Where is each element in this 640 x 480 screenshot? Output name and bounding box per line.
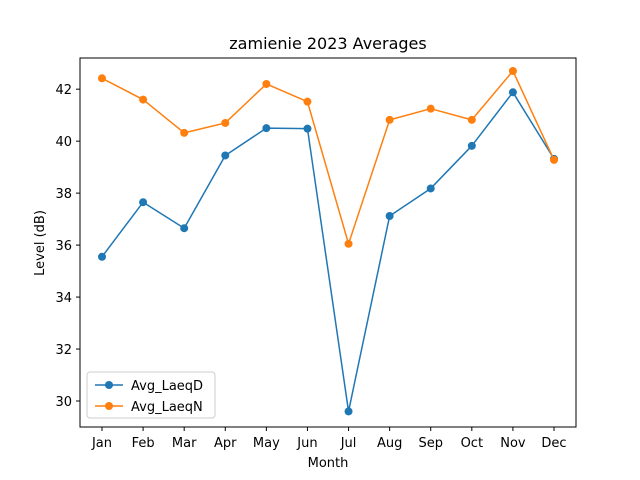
series-line-Avg_LaeqN bbox=[100, 70, 555, 245]
data-point-Avg_LaeqD-Apr bbox=[221, 151, 230, 160]
data-point-Avg_LaeqN-Sep bbox=[426, 104, 435, 113]
x-tick-label-Apr: Apr bbox=[214, 436, 237, 451]
data-point-Avg_LaeqD-Jan bbox=[98, 252, 106, 261]
y-tick-label-42: 42 bbox=[55, 83, 72, 98]
data-point-Avg_LaeqN-Dec bbox=[550, 155, 558, 164]
data-point-Avg_LaeqN-Aug bbox=[385, 115, 394, 124]
data-point-Avg_LaeqD-Aug bbox=[385, 211, 394, 220]
y-tick-label-36: 36 bbox=[55, 239, 72, 254]
data-point-Avg_LaeqD-Feb bbox=[139, 198, 148, 207]
data-point-Avg_LaeqD-Jul bbox=[344, 407, 353, 416]
data-point-Avg_LaeqD-Jun bbox=[303, 124, 312, 133]
y-tick-label-40: 40 bbox=[55, 135, 72, 150]
x-tick-label-Mar: Mar bbox=[172, 436, 197, 451]
data-point-Avg_LaeqD-Oct bbox=[467, 141, 476, 150]
data-point-Avg_LaeqN-Jun bbox=[303, 97, 312, 106]
x-tick-label-Aug: Aug bbox=[377, 436, 402, 451]
data-point-Avg_LaeqD-Sep bbox=[426, 184, 435, 193]
y-tick-label-38: 38 bbox=[55, 187, 72, 202]
data-point-Avg_LaeqN-Mar bbox=[180, 128, 189, 137]
x-axis-label: Month bbox=[308, 456, 349, 471]
data-point-Avg_LaeqD-Nov bbox=[508, 88, 517, 97]
legend: Avg_LaeqD Avg_LaeqN bbox=[86, 371, 216, 419]
y-axis-label: Level (dB) bbox=[33, 210, 48, 276]
x-tick-label-Sep: Sep bbox=[418, 436, 443, 451]
x-tick-label-Dec: Dec bbox=[541, 436, 566, 451]
data-point-Avg_LaeqN-Apr bbox=[221, 118, 230, 127]
data-point-Avg_LaeqN-Feb bbox=[139, 95, 148, 104]
plot-area: Jan Feb Mar Apr May Jun Jul Aug Sep Oct Nov Dec 30 32… bbox=[55, 57, 577, 451]
legend-marker-Avg_LaeqD bbox=[105, 381, 113, 389]
legend-label-Avg_LaeqD: Avg_LaeqD bbox=[131, 379, 203, 394]
x-tick-label-Jul: Jul bbox=[340, 436, 357, 451]
y-tick-label-34: 34 bbox=[55, 291, 72, 306]
legend-label-Avg_LaeqN: Avg_LaeqN bbox=[131, 400, 203, 415]
data-point-Avg_LaeqN-Jul bbox=[344, 239, 353, 248]
data-point-Avg_LaeqN-Nov bbox=[508, 66, 517, 75]
y-tick-label-30: 30 bbox=[55, 395, 72, 410]
axes-frame bbox=[79, 57, 577, 428]
x-tick-label-Oct: Oct bbox=[461, 436, 483, 451]
x-tick-label-May: May bbox=[253, 436, 280, 451]
x-tick-label-Nov: Nov bbox=[500, 436, 526, 451]
x-tick-label-Jan: Jan bbox=[91, 436, 112, 451]
data-point-Avg_LaeqN-Jan bbox=[98, 74, 106, 83]
data-point-Avg_LaeqN-May bbox=[262, 79, 271, 88]
data-point-Avg_LaeqD-May bbox=[262, 124, 271, 133]
legend-marker-Avg_LaeqN bbox=[105, 402, 113, 410]
chart-title: zamienie 2023 Averages bbox=[229, 34, 426, 53]
y-tick-label-32: 32 bbox=[55, 343, 72, 358]
x-tick-label-Feb: Feb bbox=[132, 436, 155, 451]
data-point-Avg_LaeqD-Mar bbox=[180, 224, 189, 233]
series-line-Avg_LaeqD bbox=[100, 91, 556, 413]
x-tick-label-Jun: Jun bbox=[296, 436, 317, 451]
data-point-Avg_LaeqN-Oct bbox=[467, 115, 476, 124]
